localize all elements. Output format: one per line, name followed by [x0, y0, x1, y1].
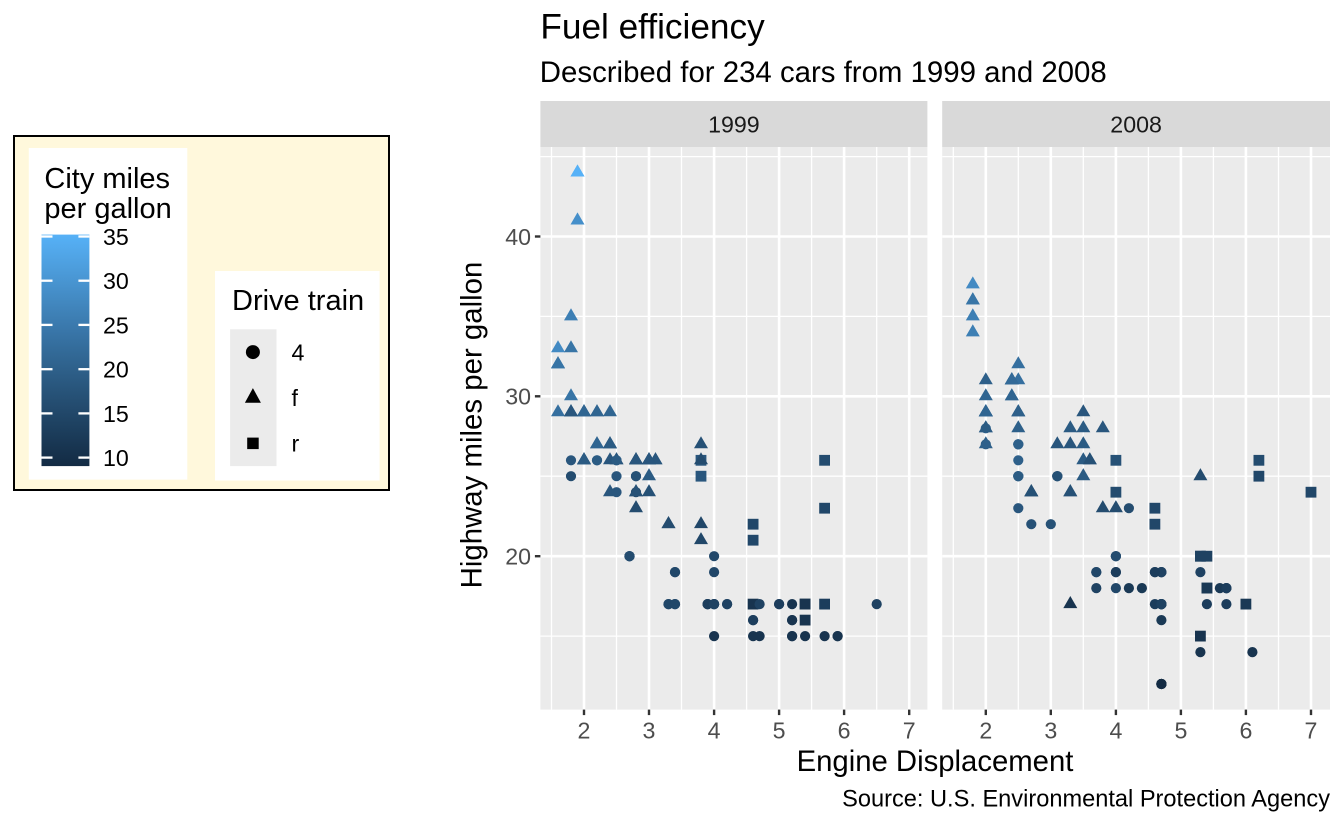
svg-text:6: 6 — [838, 717, 851, 743]
svg-text:4: 4 — [292, 340, 305, 366]
svg-text:7: 7 — [903, 717, 916, 743]
svg-text:6: 6 — [1239, 717, 1252, 743]
svg-text:10: 10 — [103, 445, 129, 471]
svg-text:4: 4 — [1109, 717, 1122, 743]
svg-text:5: 5 — [1174, 717, 1187, 743]
svg-text:f: f — [292, 385, 299, 411]
svg-text:Drive train: Drive train — [232, 285, 364, 317]
svg-text:15: 15 — [103, 401, 129, 427]
svg-text:30: 30 — [103, 268, 129, 294]
svg-text:35: 35 — [103, 224, 129, 250]
svg-text:40: 40 — [505, 224, 531, 250]
svg-text:Source: U.S. Environmental Pro: Source: U.S. Environmental Protection Ag… — [842, 787, 1330, 813]
svg-text:Engine Displacement: Engine Displacement — [797, 745, 1074, 778]
svg-text:2008: 2008 — [1110, 111, 1162, 137]
svg-text:1999: 1999 — [708, 111, 760, 137]
svg-text:25: 25 — [103, 312, 129, 338]
svg-text:5: 5 — [773, 717, 786, 743]
svg-text:Described for 234 cars from 19: Described for 234 cars from 1999 and 200… — [540, 56, 1107, 89]
svg-text:3: 3 — [643, 717, 656, 743]
svg-text:4: 4 — [708, 717, 721, 743]
svg-text:3: 3 — [1044, 717, 1057, 743]
svg-text:30: 30 — [505, 384, 531, 410]
svg-text:r: r — [292, 431, 300, 457]
svg-text:20: 20 — [505, 544, 531, 570]
svg-text:Fuel efficiency: Fuel efficiency — [540, 8, 765, 47]
svg-text:20: 20 — [103, 357, 129, 383]
svg-text:City miles: City miles — [44, 163, 170, 195]
svg-text:per gallon: per gallon — [44, 193, 171, 225]
svg-text:2: 2 — [578, 717, 591, 743]
svg-text:2: 2 — [979, 717, 992, 743]
svg-text:7: 7 — [1305, 717, 1318, 743]
svg-text:Highway miles per gallon: Highway miles per gallon — [455, 262, 488, 589]
